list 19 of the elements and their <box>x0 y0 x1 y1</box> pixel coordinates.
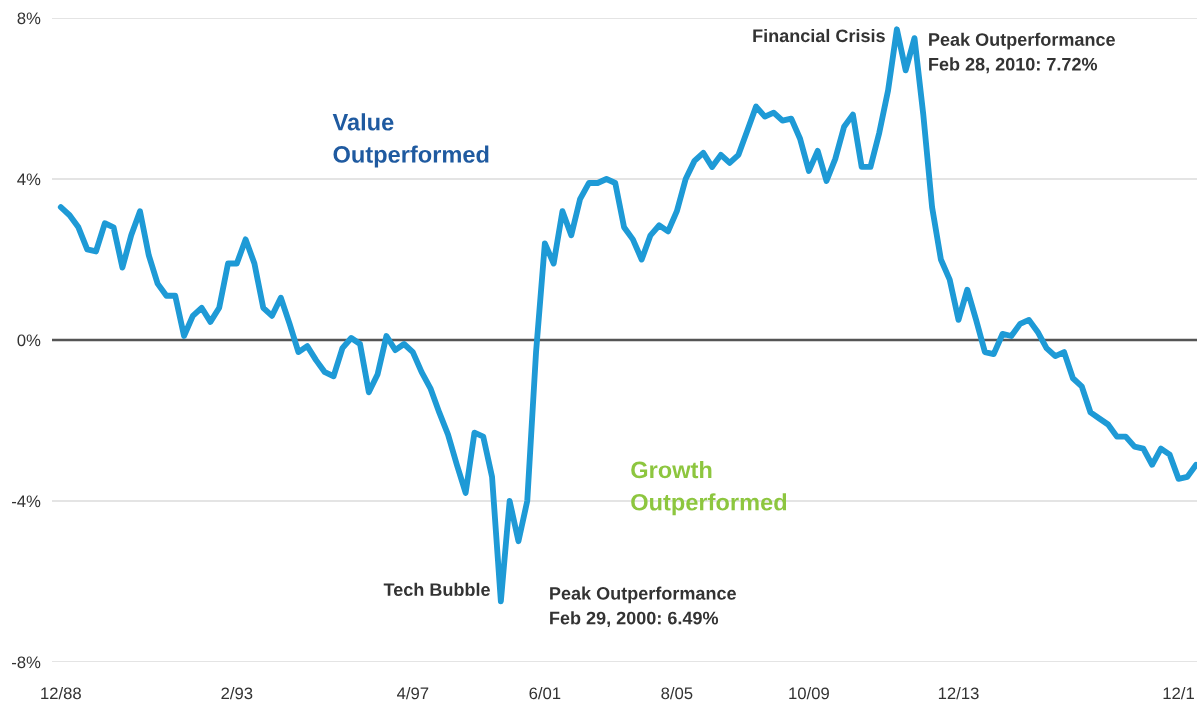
x-tick-label: 8/05 <box>661 687 693 700</box>
x-tick-label: 12/88 <box>41 687 81 700</box>
x-tick-label: 2/93 <box>221 687 253 700</box>
x-tick-label: 6/01 <box>529 687 561 700</box>
annotation: Value Outperformed <box>332 113 489 168</box>
x-tick-label: 4/97 <box>397 687 429 700</box>
annotation: Peak Outperformance Feb 29, 2000: 6.49% <box>550 586 736 628</box>
y-tick-label: 8% <box>17 12 41 25</box>
y-tick-label: -8% <box>11 656 41 669</box>
annotation: Tech Bubble <box>383 582 490 597</box>
x-tick-label: 12/1 <box>1163 687 1194 700</box>
annotation: Growth Outperformed <box>631 460 787 516</box>
x-tick-label: 10/09 <box>789 687 829 700</box>
x-tick-label: 12/13 <box>938 687 979 700</box>
annotation: Financial Crisis <box>753 28 885 43</box>
annotation: Peak Outperformance Feb 28, 2010: 7.72% <box>929 32 1115 74</box>
y-tick-label: 4% <box>17 173 41 186</box>
y-tick-label: 0% <box>17 334 41 347</box>
y-tick-label: -4% <box>11 495 41 508</box>
